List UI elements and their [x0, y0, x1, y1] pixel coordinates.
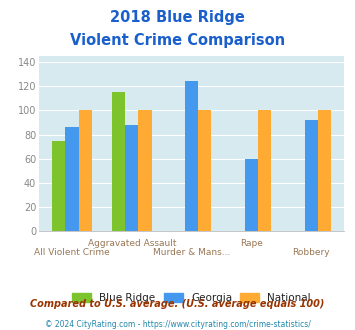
Bar	[125, 125, 138, 231]
Text: © 2024 CityRating.com - https://www.cityrating.com/crime-statistics/: © 2024 CityRating.com - https://www.city…	[45, 320, 310, 329]
Text: Murder & Mans...: Murder & Mans...	[153, 248, 230, 257]
Text: 2018 Blue Ridge: 2018 Blue Ridge	[110, 10, 245, 25]
Bar	[138, 110, 152, 231]
Text: Aggravated Assault: Aggravated Assault	[88, 240, 176, 248]
Bar	[318, 110, 331, 231]
Text: Robbery: Robbery	[293, 248, 330, 257]
Bar	[112, 92, 125, 231]
Bar	[65, 127, 78, 231]
Bar	[305, 120, 318, 231]
Text: Violent Crime Comparison: Violent Crime Comparison	[70, 33, 285, 48]
Bar	[245, 159, 258, 231]
Bar	[52, 141, 65, 231]
Text: Compared to U.S. average. (U.S. average equals 100): Compared to U.S. average. (U.S. average …	[30, 299, 325, 309]
Bar	[198, 110, 212, 231]
Bar	[78, 110, 92, 231]
Legend: Blue Ridge, Georgia, National: Blue Ridge, Georgia, National	[68, 289, 315, 307]
Text: All Violent Crime: All Violent Crime	[34, 248, 110, 257]
Text: Rape: Rape	[240, 240, 263, 248]
Bar	[258, 110, 271, 231]
Bar	[185, 82, 198, 231]
